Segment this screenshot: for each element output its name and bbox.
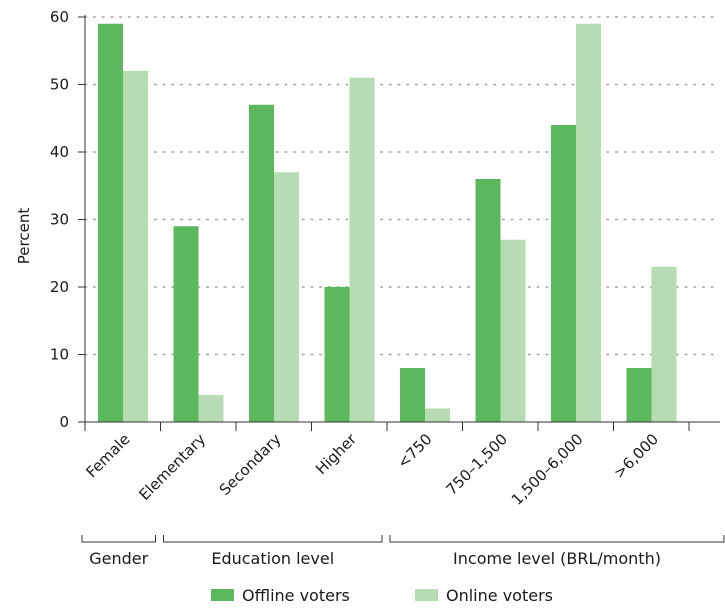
bar-offline-7 bbox=[626, 368, 652, 422]
y-tick-label: 20 bbox=[50, 278, 69, 296]
category-labels: Female Elementary Secondary Higher <750 750–1… bbox=[82, 430, 662, 509]
bar-offline-0 bbox=[98, 23, 123, 422]
category-label: Higher bbox=[312, 430, 361, 479]
y-tick-label: 0 bbox=[59, 413, 69, 431]
legend: Offline voters Online voters bbox=[211, 586, 553, 605]
y-tick-label: 50 bbox=[50, 76, 69, 94]
category-label: 750–1,500 bbox=[442, 430, 511, 499]
group-label: Income level (BRL/month) bbox=[453, 549, 661, 568]
category-label: Secondary bbox=[216, 430, 285, 499]
group-bracket bbox=[81, 535, 156, 543]
category-label: <750 bbox=[394, 430, 436, 472]
bar-offline-5 bbox=[475, 179, 501, 422]
bar-offline-4 bbox=[400, 368, 425, 422]
legend-label-offline: Offline voters bbox=[242, 586, 350, 605]
bars bbox=[98, 23, 677, 422]
category-label: Elementary bbox=[135, 430, 209, 504]
y-tick-label: 30 bbox=[50, 211, 69, 229]
y-tick-label: 10 bbox=[50, 346, 69, 364]
bar-online-5 bbox=[500, 239, 526, 422]
bar-online-2 bbox=[274, 172, 299, 422]
bar-online-7 bbox=[651, 266, 677, 422]
group-bracket bbox=[163, 535, 383, 543]
bar-online-0 bbox=[123, 71, 148, 422]
legend-swatch-offline bbox=[211, 589, 234, 601]
bar-offline-3 bbox=[324, 287, 350, 422]
group-label: Education level bbox=[211, 549, 334, 568]
category-label: 1,500–6,000 bbox=[508, 430, 587, 509]
bar-online-6 bbox=[576, 23, 601, 422]
bar-offline-1 bbox=[173, 226, 199, 422]
bar-online-1 bbox=[198, 395, 224, 422]
axes: 0 10 20 30 40 50 60 bbox=[50, 8, 720, 431]
group-bracket bbox=[389, 535, 725, 543]
category-label: >6,000 bbox=[610, 430, 662, 482]
group-label: Gender bbox=[89, 549, 148, 568]
y-axis-title: Percent bbox=[15, 208, 33, 265]
y-tick-label: 40 bbox=[50, 143, 69, 161]
bar-offline-2 bbox=[249, 104, 274, 422]
bar-online-4 bbox=[425, 408, 450, 422]
legend-swatch-online bbox=[415, 589, 438, 601]
bar-offline-6 bbox=[551, 125, 576, 422]
group-brackets: Gender Education level Income level (BRL/m… bbox=[81, 535, 725, 568]
bar-online-3 bbox=[349, 77, 375, 422]
legend-label-online: Online voters bbox=[446, 586, 553, 605]
category-label: Female bbox=[82, 430, 133, 481]
y-tick-label: 60 bbox=[50, 8, 69, 26]
